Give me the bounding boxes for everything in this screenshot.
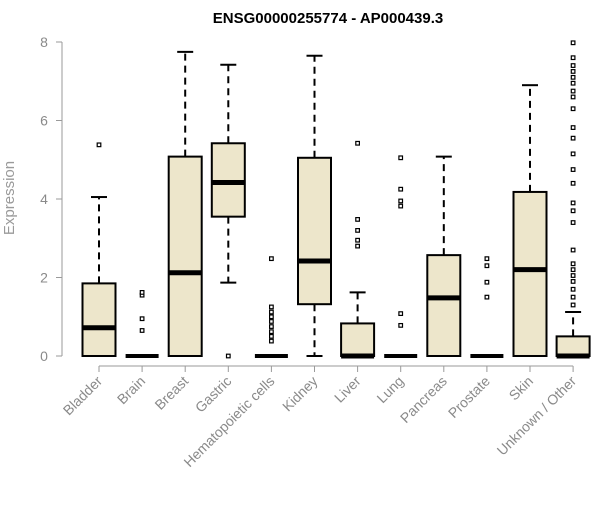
outlier-point [570, 151, 576, 157]
outlier-point [269, 319, 274, 324]
outlier-point [570, 69, 576, 74]
y-tick-label: 0 [40, 348, 48, 364]
plot-area [81, 40, 591, 359]
outlier-point [570, 302, 576, 308]
outlier-point [269, 324, 274, 329]
outlier-point [484, 263, 490, 269]
x-tick-label: Lung [373, 373, 406, 406]
box-pancreas [426, 155, 462, 357]
outlier-point [398, 198, 404, 204]
box-hematopoietic-cells [254, 256, 288, 358]
outlier-point [570, 247, 576, 253]
box-bladder [81, 142, 117, 358]
outlier-point [355, 237, 360, 243]
y-axis: 0 2 4 6 8 [40, 34, 63, 364]
y-tick-label: 4 [40, 191, 48, 207]
outlier-point [570, 273, 576, 278]
outlier-point [570, 261, 576, 267]
outlier-point [269, 304, 274, 310]
box-body [426, 254, 462, 357]
outlier-point [484, 256, 490, 262]
box-breast [167, 50, 203, 357]
outlier-point [570, 200, 576, 206]
outlier-point [355, 217, 360, 222]
outlier-point [139, 316, 145, 322]
box-gastric [210, 63, 246, 359]
box-skin [512, 84, 548, 357]
outlier-point [398, 155, 404, 161]
outlier-point [484, 294, 490, 300]
x-tick-label: Gastric [192, 373, 235, 416]
box-kidney [297, 54, 332, 357]
x-tick-label: Skin [506, 373, 537, 404]
outlier-point [269, 314, 274, 320]
box-unknown-other [555, 40, 591, 359]
outlier-point [484, 279, 490, 285]
outlier-point [139, 328, 145, 333]
outlier-point [96, 142, 102, 148]
box-prostate [470, 256, 504, 358]
outlier-point [570, 55, 576, 61]
outlier-point [139, 290, 145, 295]
x-tick-label: Kidney [279, 373, 321, 415]
box-liver [340, 140, 376, 359]
outlier-point [570, 220, 576, 225]
outlier-point [355, 228, 360, 233]
outlier-point [570, 286, 576, 292]
box-body [340, 322, 376, 357]
outlier-point [570, 180, 576, 186]
box-body [81, 282, 117, 358]
box-body [210, 142, 246, 218]
outlier-point [570, 135, 576, 141]
box-brain [125, 290, 159, 358]
outlier-point [570, 88, 576, 94]
outlier-point [398, 322, 404, 328]
outlier-point [570, 80, 576, 86]
y-tick-label: 6 [40, 113, 48, 129]
outlier-point [225, 353, 231, 359]
outlier-point [570, 94, 576, 100]
x-tick-label: Prostate [445, 373, 493, 421]
x-tick-label: Breast [151, 373, 191, 413]
x-tick-label: Unknown / Other [494, 373, 580, 459]
outlier-point [570, 279, 576, 284]
outlier-point [570, 63, 576, 68]
chart-title: ENSG00000255774 - AP000439.3 [213, 10, 443, 27]
y-tick-label: 2 [40, 270, 48, 286]
outlier-point [355, 140, 360, 146]
outlier-point [269, 329, 274, 335]
outlier-point [570, 74, 576, 80]
outlier-point [398, 311, 404, 317]
outlier-point [570, 40, 576, 46]
outlier-point [570, 167, 576, 172]
x-tick-label: Pancreas [397, 373, 450, 426]
outlier-point [398, 186, 404, 192]
outlier-point [269, 338, 274, 344]
outlier-point [398, 203, 404, 209]
x-tick-label: Bladder [60, 373, 106, 419]
outlier-point [570, 294, 576, 300]
outlier-point [355, 243, 360, 249]
x-tick-label: Liver [331, 373, 364, 406]
y-axis-label: Expression [1, 161, 18, 235]
box-body [297, 156, 332, 306]
outlier-point [269, 333, 274, 339]
outlier-point [570, 267, 576, 273]
outlier-point [570, 125, 576, 130]
outlier-point [269, 309, 274, 315]
x-tick-label: Brain [114, 373, 148, 407]
outlier-point [269, 256, 274, 262]
box-body [512, 190, 548, 357]
outlier-point [570, 106, 576, 112]
box-body [555, 335, 591, 357]
y-tick-label: 8 [40, 34, 48, 50]
box-body [167, 155, 203, 357]
outlier-point [570, 208, 576, 214]
box-lung [384, 155, 418, 358]
